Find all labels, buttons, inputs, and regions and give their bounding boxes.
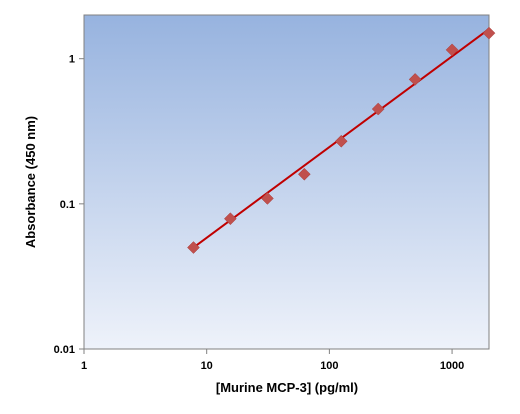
x-axis-title: [Murine MCP-3] (pg/ml) xyxy=(216,380,358,395)
x-axis: 1 10 100 1000 xyxy=(81,349,464,372)
x-tick-label: 1 xyxy=(81,360,87,372)
plot-area xyxy=(83,14,490,350)
data-point xyxy=(224,212,237,226)
y-tick-label: 0.1 xyxy=(60,199,75,211)
data-point xyxy=(334,134,348,148)
y-tick-label: 1 xyxy=(69,54,75,66)
points-layer xyxy=(187,26,496,254)
x-tick-label: 100 xyxy=(320,360,338,372)
data-point xyxy=(408,73,422,86)
x-tick-label: 1000 xyxy=(440,360,464,372)
data-point xyxy=(445,43,459,57)
y-axis-title: Absorbance (450 nm) xyxy=(23,116,38,248)
data-point xyxy=(261,192,274,205)
data-point xyxy=(482,26,496,40)
data-point xyxy=(297,167,311,181)
y-axis: 0.01 0.1 1 xyxy=(54,54,84,356)
data-point xyxy=(187,241,200,254)
data-point xyxy=(371,102,385,116)
x-tick-label: 10 xyxy=(201,360,213,372)
y-tick-label: 0.01 xyxy=(54,344,75,356)
